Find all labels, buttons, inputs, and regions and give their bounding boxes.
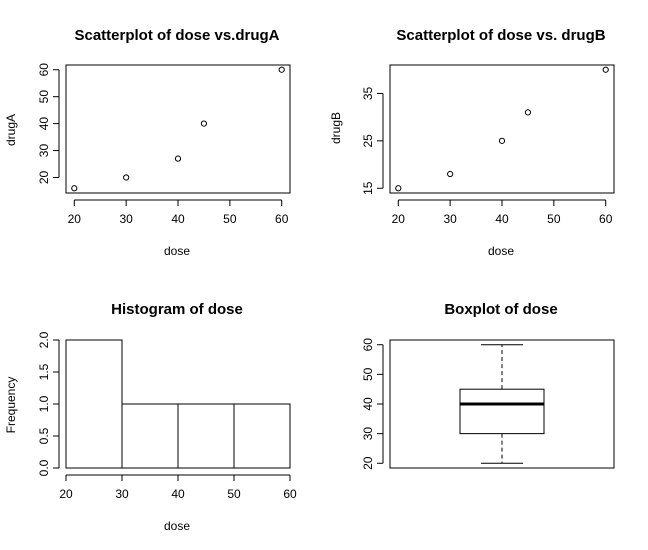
scatterB-y-tick-label: 15: [361, 181, 375, 195]
scatterB-x-tick-label: 20: [392, 212, 406, 226]
histogram-bar: [121, 403, 179, 469]
scatterplot-drugB-title: Scatterplot of dose vs. drugB: [396, 27, 605, 44]
boxplot-panel: Boxplot of dose 20 30 40 50 60: [361, 301, 615, 470]
box-y-tick-label: 60: [361, 338, 375, 352]
scatterA-point: [71, 185, 78, 192]
hist-x-tick-label: 20: [59, 487, 73, 501]
scatterplot-drugA-title: Scatterplot of dose vs.drugA: [74, 27, 279, 44]
scatterB-y-tick-label: 35: [361, 86, 375, 100]
hist-x-tick-label: 30: [115, 487, 129, 501]
scatterB-x-tick-label: 60: [599, 212, 613, 226]
scatterplot-drugA-xlabel: dose: [164, 244, 190, 258]
scatterA-y-tick-label: 40: [37, 117, 51, 131]
hist-x-tick-label: 50: [227, 487, 241, 501]
scatterA-y-tick-label: 20: [37, 170, 51, 184]
box-y-tick-label: 50: [361, 367, 375, 381]
scatterA-plot-frame: [65, 64, 291, 194]
scatterA-x-tick-label: 50: [223, 212, 237, 226]
scatterB-point: [395, 185, 402, 192]
scatterA-y-tick-label: 50: [37, 90, 51, 104]
boxplot-title: Boxplot of dose: [444, 301, 557, 318]
scatterplot-drugB-xlabel: dose: [488, 244, 514, 258]
scatterplot-drugB-ylabel: drugB: [329, 112, 343, 144]
scatterA-y-tick-label: 30: [37, 144, 51, 158]
hist-x-tick-label: 40: [171, 487, 185, 501]
scatterplot-drugA-ylabel: drugA: [4, 114, 18, 146]
histogram-bar: [177, 403, 235, 469]
histogram-ylabel: Frequency: [4, 377, 18, 434]
scatterB-point: [602, 66, 609, 73]
scatterplot-drugA-panel: Scatterplot of dose vs.drugA dose drugA …: [4, 27, 291, 258]
hist-y-tick-label: 0.5: [37, 427, 51, 444]
scatterA-point: [174, 155, 182, 162]
scatterB-point: [498, 137, 506, 144]
scatterA-y-tick-label: 60: [37, 63, 51, 77]
scatterB-y-tick-label: 25: [361, 134, 375, 148]
box-plot-frame: [389, 339, 615, 469]
box-y-tick-label: 40: [361, 397, 375, 411]
scatterA-x-tick-label: 40: [171, 212, 185, 226]
histogram-title: Histogram of dose: [111, 301, 243, 318]
scatterA-point: [200, 120, 208, 127]
histogram-panel: Histogram of dose dose Frequency 20 30 40 5…: [4, 301, 297, 533]
hist-y-tick-label: 1.5: [37, 363, 51, 380]
box-y-tick-label: 20: [361, 456, 375, 470]
scatterA-point: [123, 174, 130, 181]
scatterA-point: [278, 66, 285, 73]
scatterB-point: [524, 109, 532, 116]
scatterA-x-tick-label: 30: [119, 212, 133, 226]
scatterA-x-tick-label: 20: [68, 212, 82, 226]
scatterA-x-tick-label: 60: [275, 212, 289, 226]
hist-y-tick-label: 0.0: [37, 459, 51, 476]
hist-y-tick-label: 2.0: [37, 331, 51, 348]
hist-y-tick-label: 1.0: [37, 395, 51, 412]
scatterB-x-tick-label: 50: [547, 212, 561, 226]
hist-x-tick-label: 60: [283, 487, 297, 501]
scatterB-plot-frame: [389, 64, 615, 194]
scatterplot-drugB-panel: Scatterplot of dose vs. drugB dose drugB…: [329, 27, 615, 258]
box-y-tick-label: 30: [361, 427, 375, 441]
histogram-xlabel: dose: [164, 519, 190, 533]
scatterB-x-tick-label: 30: [443, 212, 457, 226]
scatterB-x-tick-label: 40: [495, 212, 509, 226]
scatterB-point: [447, 170, 454, 178]
boxplot-box: [459, 388, 545, 435]
histogram-bar: [65, 339, 123, 469]
histogram-bar: [233, 403, 291, 469]
